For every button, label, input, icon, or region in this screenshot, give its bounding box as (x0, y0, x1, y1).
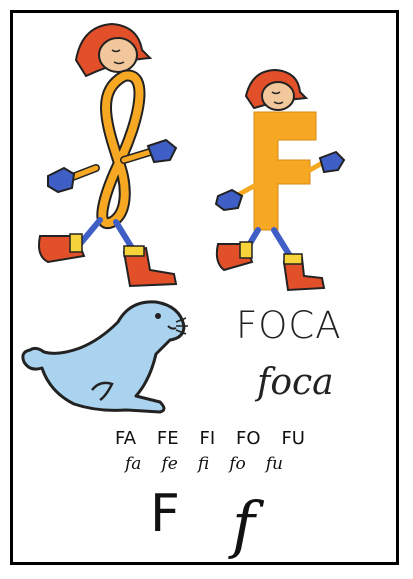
letter-script: f (232, 488, 255, 561)
syllable-script: fa (125, 454, 142, 474)
syllable-print: FU (281, 428, 305, 449)
letter-print: F (150, 484, 180, 544)
syllable-print: FO (236, 428, 261, 449)
syllable-script: fi (197, 454, 210, 474)
syllable-print: FE (156, 428, 179, 449)
syllable-script: fo (229, 454, 246, 474)
syllables-script-row: fa fe fi fo fu (125, 454, 283, 474)
word-print: FOCA (236, 304, 342, 347)
top-edge-mark (188, 10, 258, 12)
seal-icon (21, 300, 188, 414)
syllables-print-row: FA FE FI FO FU (115, 428, 305, 449)
script-f-character-icon (38, 22, 178, 288)
syllable-script: fu (265, 454, 283, 474)
syllable-script: fe (161, 454, 178, 474)
word-script: foca (257, 362, 334, 403)
syllable-print: FI (199, 428, 216, 449)
print-f-character-icon (214, 68, 346, 292)
syllable-print: FA (115, 428, 137, 449)
